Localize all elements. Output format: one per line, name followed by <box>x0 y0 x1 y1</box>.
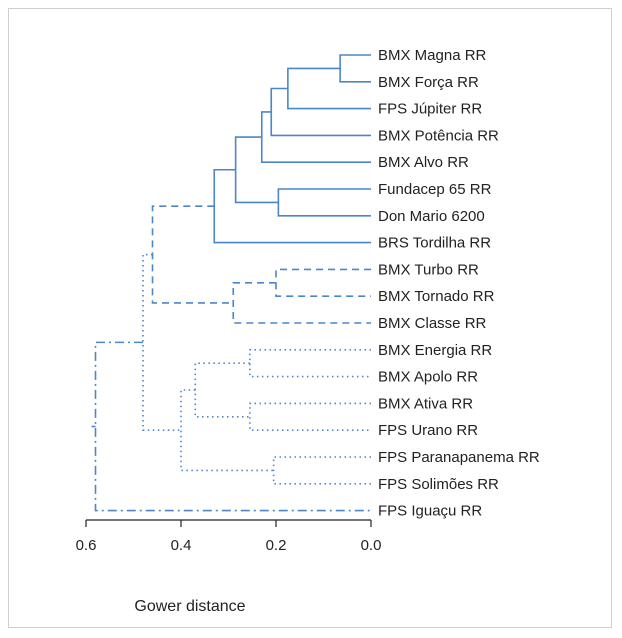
leaf-labels: BMX Magna RR BMX Força RR FPS Júpiter RR BM… <box>378 47 540 520</box>
chart-frame <box>8 8 612 628</box>
leaf-label: Don Mario 6200 <box>378 208 485 225</box>
link-merge-7 <box>275 268 371 297</box>
link-merge-2 <box>270 87 371 137</box>
leaf-label: FPS Júpiter RR <box>378 101 482 118</box>
leaf-label: BMX Apolo RR <box>378 369 478 386</box>
link-merge-14 <box>180 389 274 472</box>
link-merge-4 <box>277 188 371 217</box>
leaf-label: FPS Solimões RR <box>378 476 499 493</box>
leaf-label: BMX Tornado RR <box>378 288 495 305</box>
leaf-label: BMX Magna RR <box>378 47 487 64</box>
link-merge-9 <box>151 205 234 304</box>
leaf-label: FPS Urano RR <box>378 422 478 439</box>
link-merge-6 <box>213 168 371 244</box>
leaf-label: FPS Iguaçu RR <box>378 503 482 520</box>
link-merge-0 <box>339 54 371 83</box>
leaf-label: BMX Classe RR <box>378 315 487 332</box>
x-tick-label: 0.6 <box>76 537 97 554</box>
link-merge-8 <box>232 282 371 324</box>
link-merge-11 <box>249 402 371 431</box>
link-merge-13 <box>272 456 371 485</box>
x-axis: 0.6 0.4 0.2 0.0 <box>76 519 382 554</box>
link-merge-15 <box>142 253 181 431</box>
link-merge-3 <box>260 111 371 163</box>
leaf-label: BMX Turbo RR <box>378 261 479 278</box>
x-tick-label: 0.0 <box>361 537 382 554</box>
leaf-label: BMX Alvo RR <box>378 154 469 171</box>
x-tick-label: 0.2 <box>266 537 287 554</box>
link-merge-10 <box>249 349 371 378</box>
leaf-label: BRS Tordilha RR <box>378 235 491 252</box>
leaf-label: BMX Energia RR <box>378 342 492 359</box>
x-axis-title: Gower distance <box>134 598 245 615</box>
link-merge-16 <box>94 341 371 512</box>
leaf-label: BMX Força RR <box>378 74 479 91</box>
x-axis-ticks: 0.6 0.4 0.2 0.0 <box>76 520 382 554</box>
dendrogram-links <box>91 54 371 512</box>
x-tick-label: 0.4 <box>171 537 192 554</box>
link-merge-12 <box>194 362 250 418</box>
link-merge-1 <box>287 67 371 110</box>
leaf-label: FPS Paranapanema RR <box>378 449 540 466</box>
leaf-label: BMX Potência RR <box>378 127 499 144</box>
leaf-label: BMX Ativa RR <box>378 395 473 412</box>
leaf-label: Fundacep 65 RR <box>378 181 492 198</box>
link-merge-5 <box>234 136 279 204</box>
